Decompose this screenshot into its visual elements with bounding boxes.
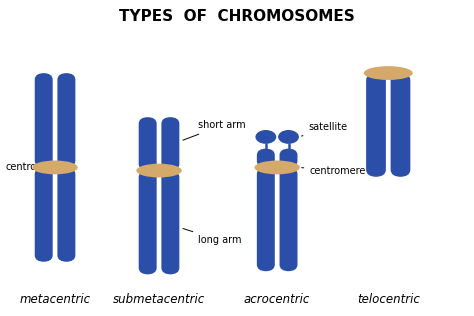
Ellipse shape [137, 164, 182, 178]
Text: telocentric: telocentric [357, 293, 419, 306]
FancyBboxPatch shape [35, 73, 53, 167]
Text: metacentric: metacentric [19, 293, 91, 306]
FancyBboxPatch shape [391, 73, 410, 177]
Text: short arm: short arm [183, 120, 246, 140]
FancyBboxPatch shape [280, 149, 298, 167]
FancyBboxPatch shape [57, 73, 75, 167]
Ellipse shape [32, 161, 78, 174]
FancyBboxPatch shape [139, 117, 156, 171]
Text: TYPES  OF  CHROMOSOMES: TYPES OF CHROMOSOMES [119, 9, 355, 24]
FancyBboxPatch shape [161, 171, 179, 274]
FancyBboxPatch shape [57, 167, 75, 262]
FancyBboxPatch shape [366, 73, 386, 177]
FancyBboxPatch shape [280, 167, 298, 271]
Text: centromere: centromere [5, 162, 62, 173]
FancyBboxPatch shape [35, 167, 53, 262]
Ellipse shape [255, 161, 300, 174]
FancyBboxPatch shape [161, 117, 179, 171]
FancyBboxPatch shape [257, 167, 275, 271]
FancyBboxPatch shape [139, 171, 156, 274]
FancyBboxPatch shape [257, 149, 275, 167]
Circle shape [278, 130, 299, 144]
Text: acrocentric: acrocentric [244, 293, 310, 306]
Text: long arm: long arm [183, 228, 242, 245]
Ellipse shape [364, 66, 413, 80]
Text: satellite: satellite [301, 123, 347, 136]
Text: centromere: centromere [301, 166, 365, 176]
Text: submetacentric: submetacentric [113, 293, 205, 306]
Circle shape [255, 130, 276, 144]
